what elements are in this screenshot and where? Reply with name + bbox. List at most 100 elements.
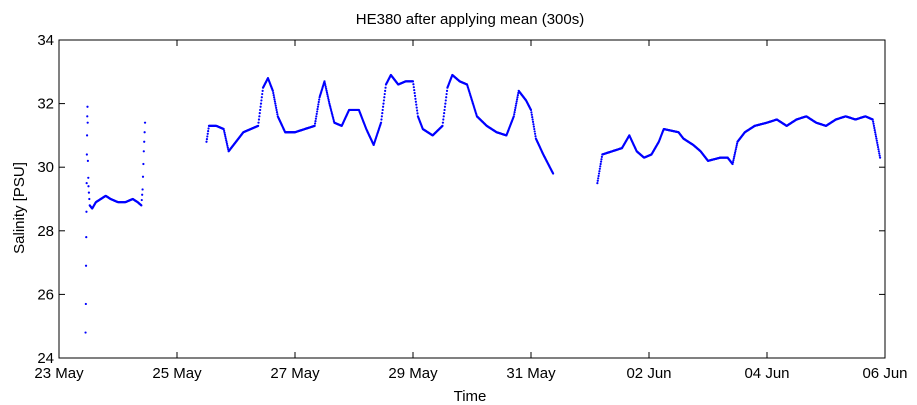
data-point-interp [872,122,875,125]
data-point-interp [878,154,881,157]
data-point-interp [597,177,600,180]
plot-area-frame [58,39,886,359]
data-point-interp [314,117,317,120]
data-point-interp [414,97,417,100]
data-point-interp [599,162,602,166]
data-point [86,105,89,108]
data-point-interp [140,198,143,202]
data-point-interp [223,129,226,132]
data-point [142,150,145,153]
data-point-interp [516,94,519,97]
data-point-interp [275,108,278,112]
data-point-interp [875,139,878,142]
data-point-interp [224,137,227,140]
data-point-interp [259,102,263,105]
data-point-interp [327,100,331,103]
data-point-interp [442,115,445,118]
x-tick-label: 29 May [388,365,438,382]
data-point [529,108,533,112]
data-point [379,121,383,124]
data-point-interp [317,103,320,106]
data-point [222,127,225,131]
data-point-interp [275,110,279,114]
data-point-interp [315,112,318,116]
data-point-interp [877,148,880,151]
data-point [271,89,274,92]
data-point-interp [872,120,875,123]
data-point-interp [444,102,447,105]
data-point-interp [416,112,419,115]
y-tick-label: 32 [37,96,54,113]
data-point [141,188,144,191]
data-point-interp [875,137,878,140]
data-point [871,118,874,121]
data-point-interp [877,150,880,153]
data-point-interp [226,144,229,147]
data-point-interp [413,91,416,95]
data-point-interp [412,83,415,86]
data-point-interp [534,132,537,135]
data-point-interp [317,100,320,104]
data-point-interp [516,96,519,99]
data-point [85,153,88,156]
data-point-interp [735,142,739,145]
data-point-interp [325,89,328,92]
data-point [143,121,147,124]
x-axis-label: Time [454,388,487,405]
data-point-interp [415,103,418,106]
data-point-interp [143,131,146,134]
data-point [731,162,734,166]
data-point-interp [533,127,536,131]
data-point-interp [599,165,602,168]
data-point-interp [414,100,417,103]
data-point-interp [445,96,448,99]
data-point-interp [443,108,446,112]
data-point-interp [513,110,516,114]
data-point-interp [876,145,880,149]
y-tick-label: 24 [37,350,54,367]
data-point-interp [532,123,535,126]
data-point-interp [384,89,387,92]
data-point-interp [260,99,263,102]
data-point-interp [272,94,275,97]
data-point [140,204,143,207]
data-point-interp [225,142,229,145]
data-point [876,143,879,147]
data-point-interp [596,179,599,182]
data-point-interp [223,131,226,134]
data-point [85,236,88,239]
data-point-interp [597,172,601,175]
data-point-interp [142,162,145,166]
data-point-interp [141,175,145,178]
data-point-interp [733,153,736,156]
x-tick-label: 25 May [152,365,202,382]
data-point-interp [515,102,518,105]
data-point-interp [530,113,533,116]
data-point-interp [226,146,229,149]
data-point-interp [381,108,384,112]
data-point-interp [733,155,736,158]
data-point-interp [324,83,327,87]
data-point-interp [205,138,209,141]
x-tick-label: 02 Jun [626,365,671,382]
data-point [87,185,90,188]
data-point-interp [513,108,517,112]
data-point-interp [413,88,416,92]
data-point-interp [87,176,90,179]
data-point-interp [443,112,446,115]
axis-ticks-layer: 23 May 25 May 27 May 29 May 31 May 02 Jun 04 J… [34,32,907,382]
data-point-interp [273,96,276,99]
data-point-interp [600,158,603,161]
data-point [84,264,88,267]
data-point-interp [735,146,738,149]
data-point-interp [533,130,536,133]
data-point-interp [878,152,881,155]
data-point-interp [274,104,277,107]
data-point-interp [515,98,519,101]
data-point-interp [443,105,447,108]
data-point-interp [206,135,209,138]
data-point-interp [325,87,328,90]
data-point-interp [534,135,537,138]
data-point-interp [257,118,261,121]
